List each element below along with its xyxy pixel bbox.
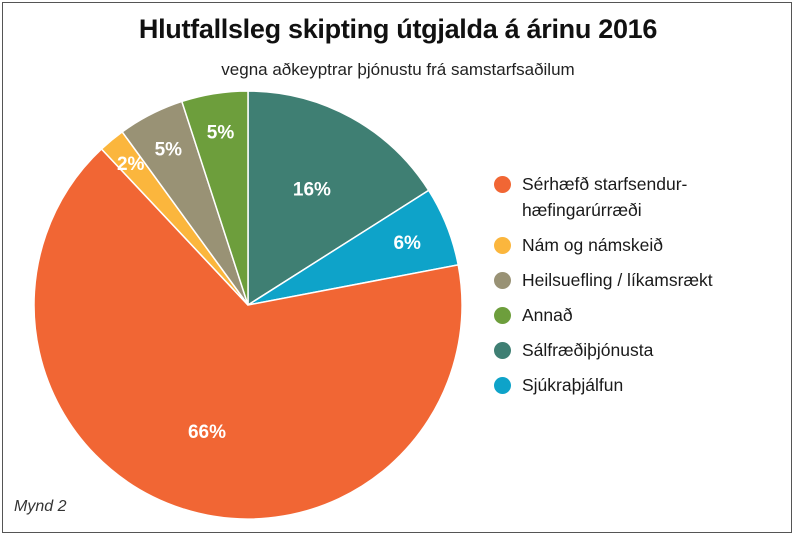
pie-slice (180, 90, 249, 306)
chart-legend: Sérhæfð starfsendur-hæfingarúrræði Nám og… (494, 171, 782, 407)
legend-label: Nám og námskeið (522, 235, 664, 255)
legend-item: Sálfræðiþjónusta (494, 337, 782, 363)
legend-swatch (494, 377, 511, 394)
slice-value-label: 5% (155, 140, 183, 161)
slice-value-label: 6% (393, 233, 421, 254)
figure-label: Mynd 2 (14, 498, 67, 515)
legend-swatch (494, 237, 511, 254)
legend-item: Sjúkraþjálfun (494, 372, 782, 398)
slice-value-label: 5% (207, 123, 235, 144)
chart-title: Hlutfallsleg skipting útgjalda á árinu 2… (138, 14, 658, 44)
pie-slice (247, 90, 430, 307)
slice-value-label: 66% (188, 422, 226, 443)
legend-item: Annað (494, 302, 782, 328)
pie-slice (33, 147, 463, 520)
legend-item: Sérhæfð starfsendur-hæfingarúrræði (494, 171, 782, 223)
legend-label: Sjúkraþjálfun (522, 375, 624, 395)
legend-swatch (494, 307, 511, 324)
legend-item: Heilsuefling / líkamsrækt (494, 267, 782, 293)
slice-value-label: 16% (293, 180, 331, 201)
legend-item: Nám og námskeið (494, 232, 782, 258)
legend-swatch (494, 272, 511, 289)
legend-label: Annað (522, 305, 573, 325)
legend-label: Heilsuefling / líkamsrækt (522, 270, 713, 290)
legend-label: Sálfræðiþjónusta (522, 340, 654, 360)
legend-label: Sérhæfð starfsendur-hæfingarúrræði (522, 174, 688, 220)
legend-swatch (494, 176, 511, 193)
chart-subtitle: vegna aðkeyptrar þjónustu frá samstarfsa… (221, 60, 575, 79)
slice-value-label: 2% (117, 154, 145, 175)
legend-swatch (494, 342, 511, 359)
